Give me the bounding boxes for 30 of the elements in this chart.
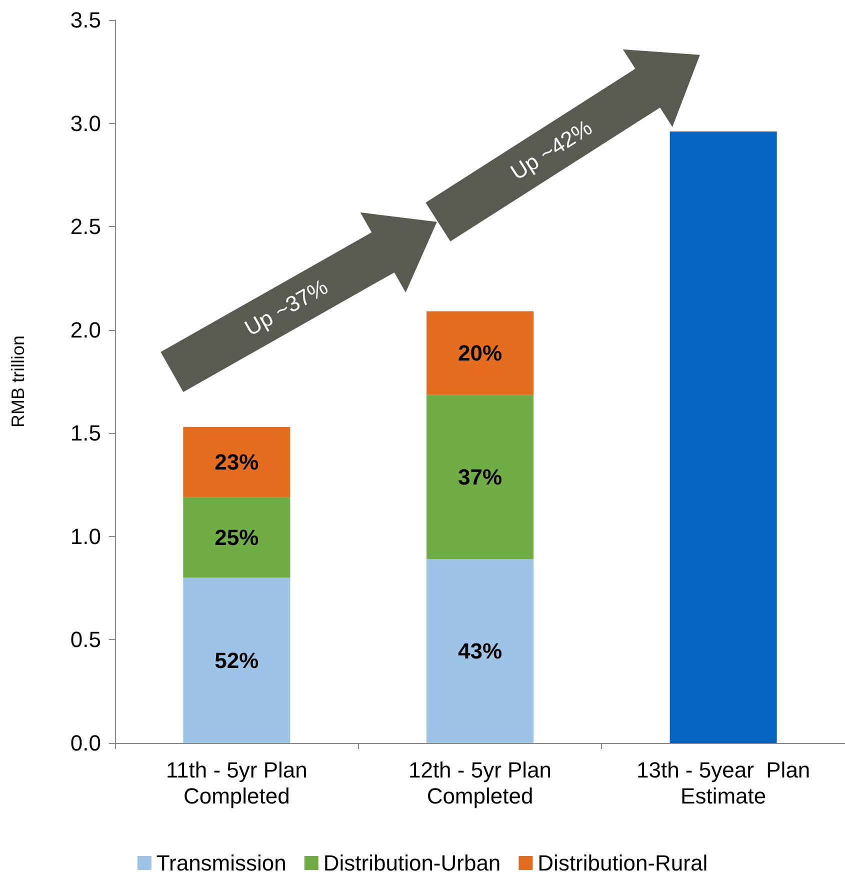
annotation: 23%: [214, 450, 259, 475]
bar: [670, 132, 777, 743]
legend-label: Distribution-Rural: [538, 850, 708, 876]
x-tick-label: 12th - 5yr Plan Completed: [408, 758, 552, 808]
legend-label: Distribution-Urban: [323, 850, 501, 876]
annotation: 25%: [214, 524, 259, 550]
y-tick-label: 1.5: [70, 420, 101, 446]
x-tick-label: 13th - 5year Plan Estimate: [636, 758, 810, 808]
bar: [426, 311, 534, 395]
y-tick-label: 0.5: [70, 627, 101, 652]
y-tick-label: 3.0: [70, 110, 101, 136]
annotation: Up ~42%: [506, 114, 596, 185]
annotation: 52%: [214, 648, 259, 673]
bar: [426, 394, 534, 560]
bar: [183, 578, 290, 743]
y-tick-label: 2.5: [70, 214, 101, 240]
bar: [426, 559, 534, 743]
annotation: 43%: [458, 638, 502, 664]
annotation: 37%: [458, 464, 502, 490]
y-tick-label: 3.5: [70, 8, 101, 32]
y-tick-label: 2.0: [70, 317, 101, 342]
bar: [183, 426, 290, 498]
y-axis-title: RMB trillion: [8, 335, 28, 428]
annotation: Up ~37%: [240, 274, 332, 341]
y-tick-label: 1.0: [70, 524, 101, 549]
y-tick-label: 0.0: [70, 730, 101, 756]
bar: [183, 497, 290, 578]
legend-label: Transmission: [156, 850, 286, 876]
annotation: 20%: [458, 340, 502, 366]
x-tick-label: 11th - 5yr Plan Completed: [166, 758, 308, 808]
